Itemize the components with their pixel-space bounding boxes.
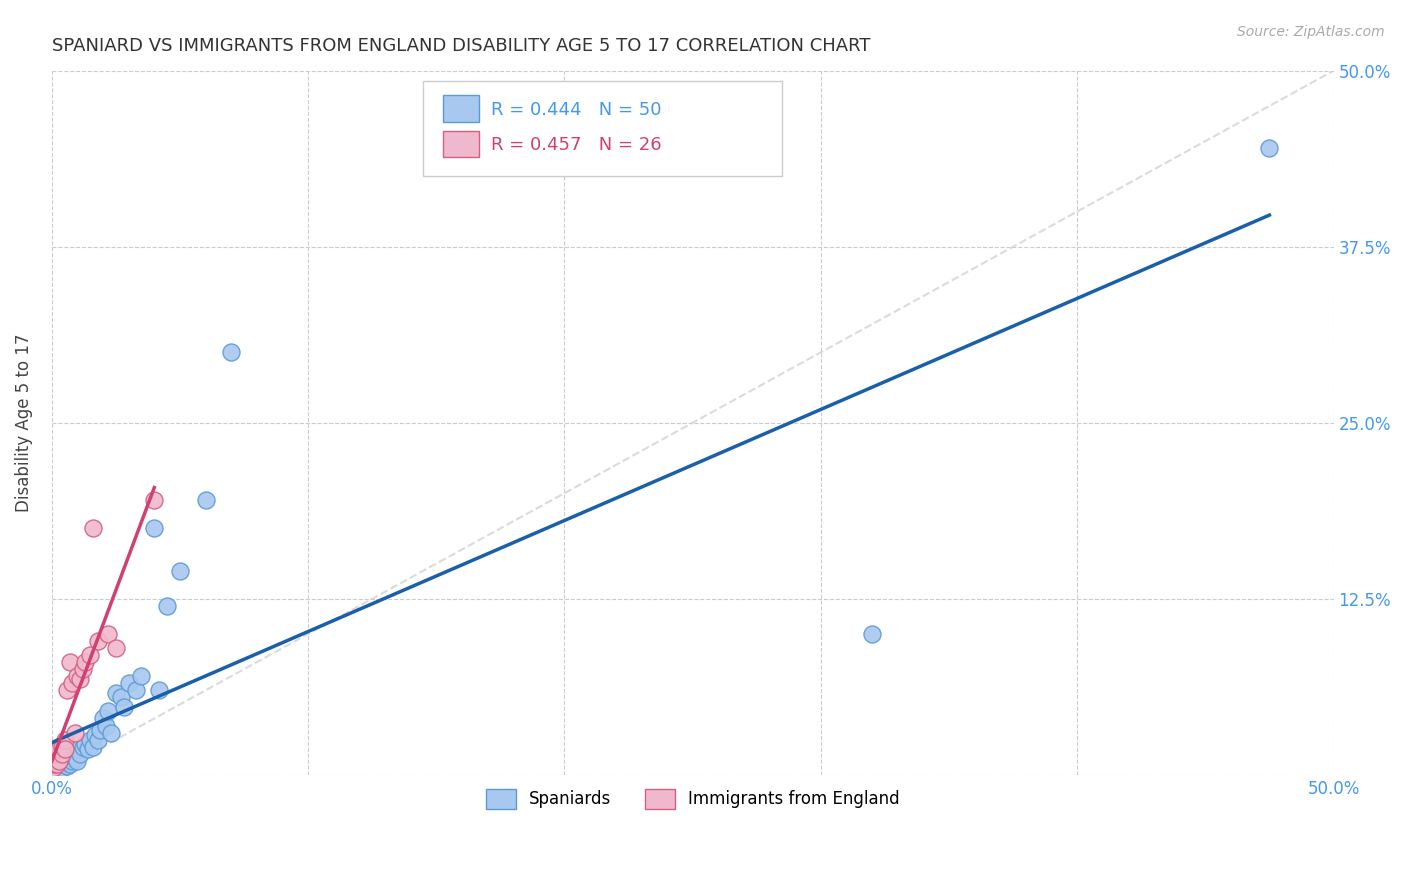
Point [44,754,66,768]
Point [1258,141,1281,155]
Point [51,761,73,775]
Point [219,345,242,359]
Point [44,766,66,780]
Point [60,676,83,690]
Text: R = 0.457   N = 26: R = 0.457 N = 26 [491,136,662,154]
Point [63,751,86,765]
Point [48,742,70,756]
Text: R = 0.444   N = 50: R = 0.444 N = 50 [491,101,662,119]
Point [79,648,101,662]
Point [44,764,66,778]
Point [63,725,86,739]
Point [51,739,73,754]
Y-axis label: Disability Age 5 to 17: Disability Age 5 to 17 [15,334,32,512]
Legend: Spaniards, Immigrants from England: Spaniards, Immigrants from England [479,782,907,816]
Point [53,732,76,747]
Point [66,669,89,683]
Point [59,751,82,765]
Point [45,751,67,765]
Point [53,754,76,768]
Point [56,683,79,698]
Point [169,564,191,578]
Point [56,759,79,773]
Point [42,761,65,775]
Point [125,683,148,698]
Point [97,627,120,641]
Point [60,754,83,768]
Point [194,493,217,508]
Point [156,599,179,613]
Point [131,669,153,683]
Point [59,655,82,669]
Point [118,676,141,690]
Point [69,747,91,761]
Point [100,725,122,739]
Point [112,700,135,714]
Point [76,742,98,756]
Point [48,764,70,779]
Point [104,641,127,656]
Point [75,655,97,669]
FancyBboxPatch shape [423,81,782,177]
Point [45,764,67,778]
Point [143,521,166,535]
Point [44,756,66,771]
Bar [443,130,478,157]
Point [45,762,67,776]
Text: Source: ZipAtlas.com: Source: ZipAtlas.com [1237,25,1385,39]
Point [45,764,67,779]
Point [60,747,83,761]
Point [53,758,76,772]
Text: SPANIARD VS IMMIGRANTS FROM ENGLAND DISABILITY AGE 5 TO 17 CORRELATION CHART: SPANIARD VS IMMIGRANTS FROM ENGLAND DISA… [52,37,870,55]
Point [45,761,67,775]
Point [91,711,114,725]
Point [48,759,70,773]
Point [72,739,94,754]
Point [48,762,70,776]
Point [82,521,104,535]
Point [860,627,883,641]
Point [87,732,110,747]
Point [82,739,104,754]
Point [51,747,73,761]
Point [148,683,170,698]
Point [79,732,101,747]
Point [45,756,67,771]
Point [66,754,89,768]
Point [53,742,76,756]
Point [51,756,73,771]
Point [94,718,117,732]
Point [59,756,82,771]
Point [87,634,110,648]
Point [97,705,120,719]
Point [69,672,91,686]
Point [56,755,79,769]
Point [89,723,111,737]
Bar [443,95,478,122]
Point [143,493,166,508]
Point [75,737,97,751]
Point [42,764,65,779]
Point [45,747,67,761]
Point [66,742,89,756]
Point [104,686,127,700]
Point [48,754,70,768]
Point [110,690,132,705]
Point [84,728,107,742]
Point [72,662,94,676]
